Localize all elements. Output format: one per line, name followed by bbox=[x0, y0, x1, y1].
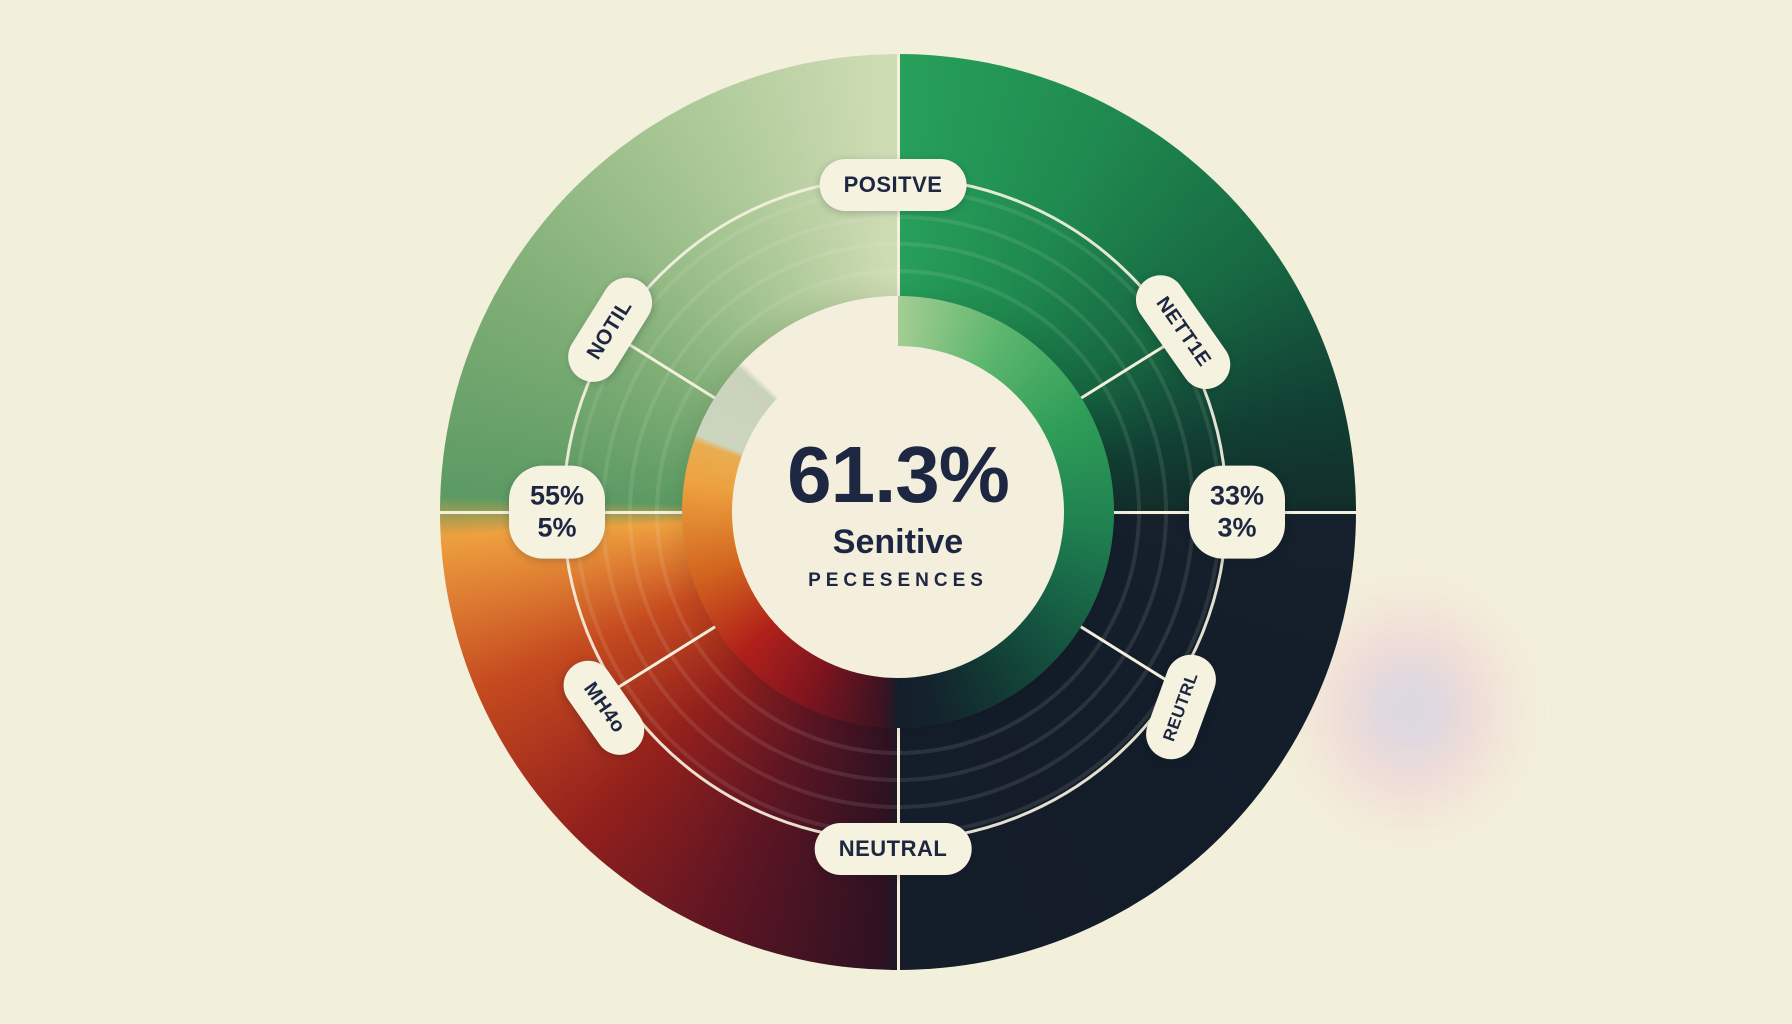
value-right-line1: 33% bbox=[1209, 480, 1265, 511]
center-label: Senitive bbox=[832, 522, 964, 561]
value-left-line2: 5% bbox=[537, 513, 577, 543]
center-value: 61.3% bbox=[787, 429, 1010, 519]
label-pill-neutral: NEUTRAL bbox=[814, 823, 972, 875]
value-pill-left: 55% 5% bbox=[509, 465, 605, 559]
value-right-line2: 3% bbox=[1217, 513, 1257, 543]
value-pill-right: 33% 3% bbox=[1189, 465, 1285, 559]
label-pill-positive: POSITVE bbox=[819, 159, 967, 211]
center-sublabel: PECESENCES bbox=[808, 569, 988, 591]
value-left-line1: 55% bbox=[529, 480, 585, 511]
center-disc: 61.3% Senitive PECESENCES bbox=[732, 346, 1064, 678]
